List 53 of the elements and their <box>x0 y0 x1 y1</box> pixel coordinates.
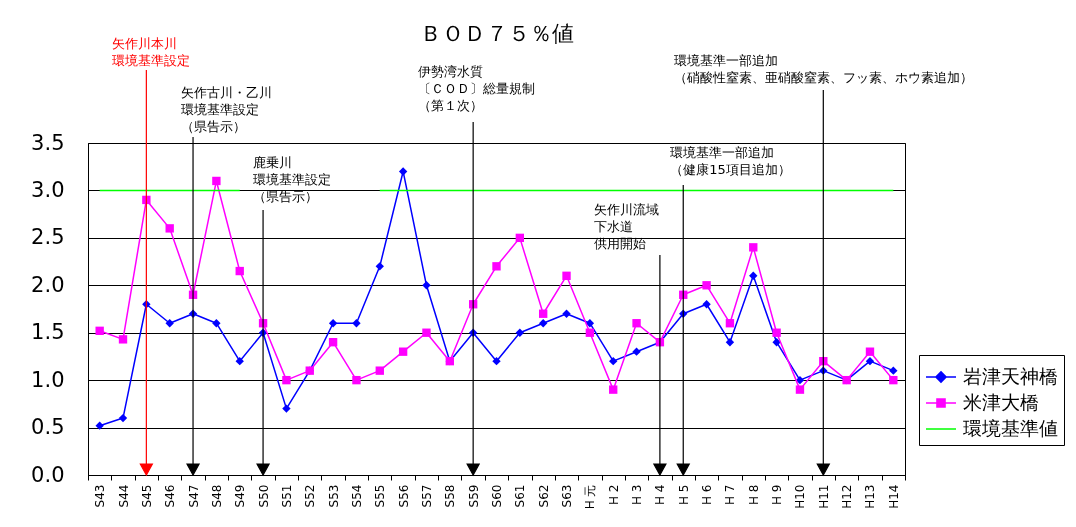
y-tick-label: 0.0 <box>31 462 65 487</box>
x-tick-label: H 7 <box>723 484 738 505</box>
y-tick-label: 3.0 <box>31 177 65 202</box>
x-tick-label: H 2 <box>606 484 621 505</box>
x-tick-label: S57 <box>419 484 434 508</box>
y-tick-label: 2.5 <box>31 225 65 250</box>
x-tick-label: S50 <box>256 484 271 508</box>
y-tick-label: 3.5 <box>31 130 65 155</box>
legend-label: 米津大橋 <box>963 391 1039 413</box>
ref-line-label: 矢作古川・乙川環境基準設定（県告示） <box>181 85 273 134</box>
x-tick-label: S45 <box>139 484 154 508</box>
x-tick-label: S52 <box>303 484 318 508</box>
x-tick-label: H10 <box>793 484 808 509</box>
chart-title: ＢＯＤ７５％値 <box>419 21 574 46</box>
x-tick-label: H12 <box>840 484 855 509</box>
x-tick-label: S60 <box>490 484 504 508</box>
legend-label: 岩津天神橋 <box>963 365 1058 387</box>
x-tick-label: S56 <box>396 484 411 508</box>
x-tick-label: S59 <box>466 484 481 508</box>
ref-line-label: 環境基準一部追加（硝酸性窒素、亜硝酸窒素、フッ素、ホウ素追加） <box>674 53 974 85</box>
x-tick-label: S62 <box>536 484 551 508</box>
ref-line-label: 鹿乗川環境基準設定（県告示） <box>253 155 332 204</box>
x-tick-label: S44 <box>116 484 131 508</box>
x-tick-label: S47 <box>186 484 201 508</box>
x-tick-label: S61 <box>513 484 528 508</box>
x-tick-label: H 9 <box>770 484 785 505</box>
ref-line-label: 環境基準一部追加（健康15項目追加） <box>670 145 791 177</box>
x-tick-label: H11 <box>816 484 831 509</box>
x-tick-label: H 6 <box>700 484 715 505</box>
x-tick-label: H 4 <box>653 484 668 505</box>
x-tick-label: H14 <box>886 484 901 509</box>
y-tick-label: 0.5 <box>31 415 65 440</box>
x-tick-label: S46 <box>163 484 178 508</box>
x-tick-label: S48 <box>209 484 224 508</box>
x-tick-label: S51 <box>279 484 294 508</box>
x-tick-label: S55 <box>373 484 388 508</box>
x-tick-label: S53 <box>326 484 341 508</box>
ref-line-label: 伊勢湾水質〔ＣＯＤ〕総量規制（第１次） <box>418 64 536 113</box>
x-tick-label: H13 <box>863 484 878 509</box>
y-tick-label: 1.0 <box>31 367 65 392</box>
x-tick-label: H 8 <box>746 484 761 505</box>
ref-line-label: 矢作川本川環境基準設定 <box>112 36 191 68</box>
legend-label: 環境基準値 <box>963 417 1058 439</box>
x-tick-label: H 5 <box>676 484 691 505</box>
x-tick-label: S63 <box>560 484 575 508</box>
x-tick-label: S49 <box>233 484 248 508</box>
y-tick-label: 2.0 <box>31 272 65 297</box>
x-tick-label: S58 <box>443 484 458 508</box>
y-tick-label: 1.5 <box>31 320 65 345</box>
x-tick-label: S54 <box>349 484 364 508</box>
x-tick-label: H 3 <box>630 484 645 505</box>
x-tick-label: H 元 <box>583 484 598 510</box>
x-tick-label: S43 <box>93 484 108 508</box>
